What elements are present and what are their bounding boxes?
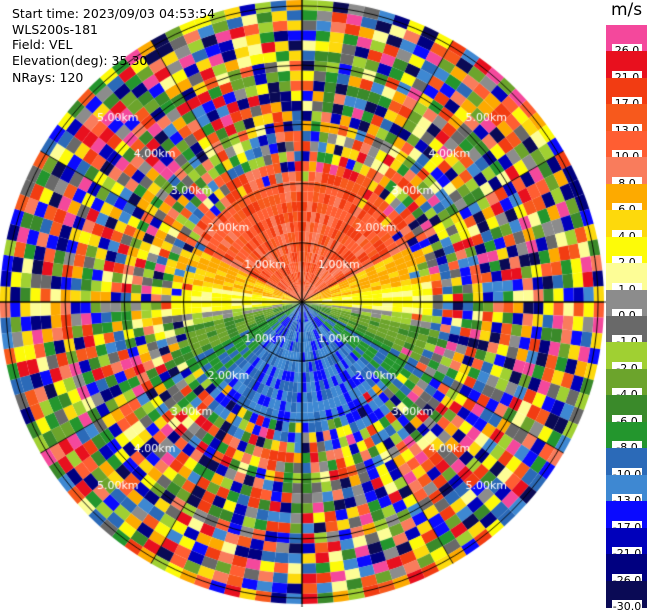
colorbar-unit: m/s — [611, 0, 643, 20]
scan-info-panel: Start time: 2023/09/03 04:53:54 WLS200s-… — [12, 6, 215, 86]
colorbar: 26.021.017.013.010.08.06.04.02.01.00.0-1… — [606, 25, 647, 613]
elevation-text: Elevation(deg): 35.30 — [12, 52, 148, 68]
field-text: Field: VEL — [12, 37, 73, 52]
start-time-text: Start time: 2023/09/03 04:53:54 — [12, 6, 216, 21]
ppi-plot — [0, 0, 606, 607]
nrays-text: NRays: 120 — [12, 70, 84, 85]
instrument-text: WLS200s-181 — [12, 21, 98, 37]
